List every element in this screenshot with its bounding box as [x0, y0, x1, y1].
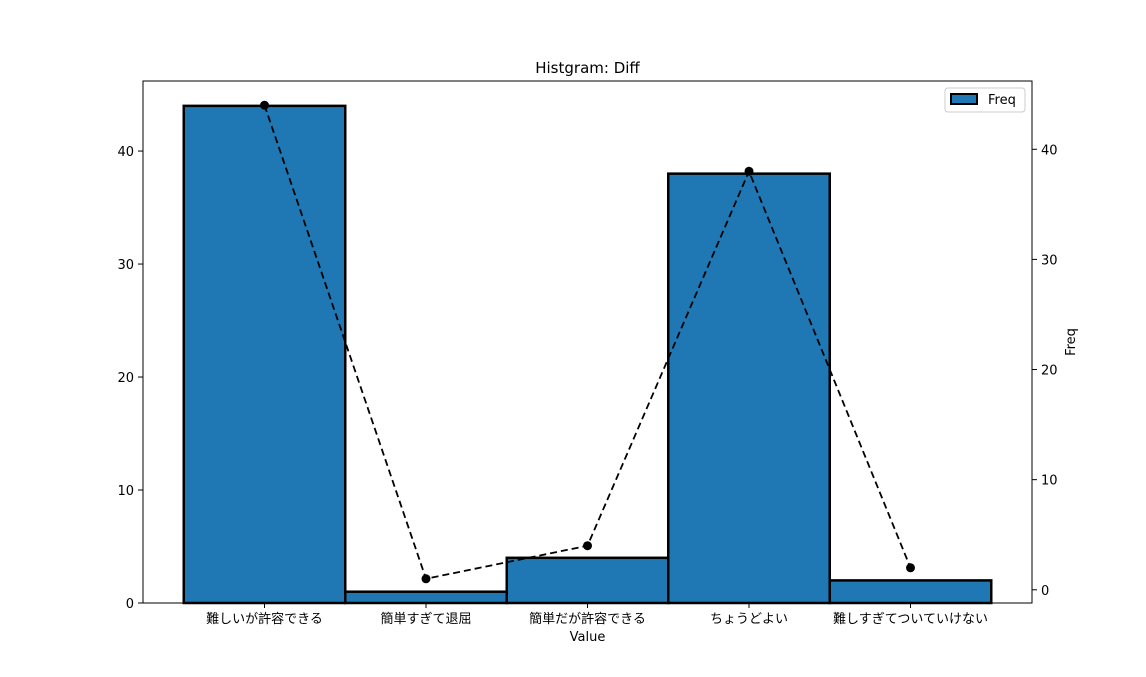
- freq-line-layer: [260, 100, 915, 584]
- x-axis-label: Value: [570, 630, 606, 645]
- bar: [667, 172, 831, 605]
- left-y-tick-label: 10: [117, 484, 134, 499]
- left-y-tick-label: 20: [117, 371, 134, 386]
- bars-layer: [182, 104, 993, 605]
- right-y-axis: 0 10 20 30 40: [1032, 143, 1058, 599]
- x-tick-label: 簡単だが許容できる: [529, 611, 646, 627]
- right-y-axis-label: Freq: [1064, 328, 1079, 356]
- bar: [344, 590, 508, 605]
- x-tick-label: ちょうどよい: [710, 612, 788, 627]
- freq-point: [906, 563, 915, 573]
- x-tick-label: 簡単すぎて退屈: [380, 611, 471, 627]
- right-y-tick-label: 0: [1041, 584, 1049, 599]
- x-tick-label: 難しいが許容できる: [206, 611, 323, 627]
- legend-label: Freq: [988, 93, 1016, 108]
- left-y-tick-label: 30: [117, 258, 134, 273]
- x-tick-label: 難しすぎてついていけない: [833, 612, 988, 627]
- legend: Freq: [944, 87, 1026, 113]
- freq-point: [421, 574, 431, 584]
- freq-point: [260, 100, 269, 110]
- left-y-tick-label: 0: [126, 597, 134, 612]
- chart-title: Histgram: Diff: [535, 59, 640, 77]
- left-y-tick-label: 40: [117, 145, 134, 160]
- bar: [182, 104, 347, 605]
- freq-point: [583, 541, 592, 551]
- x-axis: 難しいが許容できる 簡単すぎて退屈 簡単だが許容できる ちょうどよい 難しすぎてついてい…: [206, 603, 988, 627]
- right-y-tick-label: 30: [1041, 253, 1058, 268]
- freq-point: [744, 166, 754, 176]
- right-y-tick-label: 10: [1041, 474, 1058, 489]
- bar: [505, 556, 670, 605]
- bar: [828, 579, 993, 605]
- right-y-tick-label: 40: [1041, 143, 1058, 158]
- right-y-tick-label: 20: [1041, 364, 1058, 379]
- left-y-axis: 0 10 20 30 40: [117, 145, 143, 612]
- legend-swatch: [950, 93, 978, 105]
